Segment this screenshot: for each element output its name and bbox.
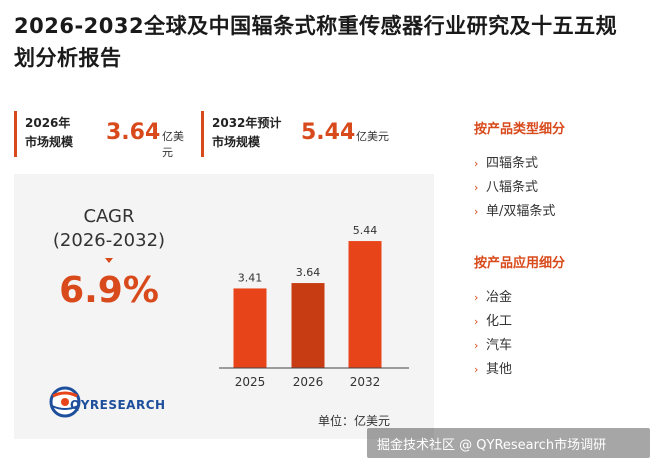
globe-icon bbox=[49, 386, 81, 418]
stat-unit: 亿美元 bbox=[162, 130, 184, 159]
chevron-right-icon: › bbox=[474, 315, 479, 328]
list-item-label: 八辐条式 bbox=[486, 180, 539, 195]
list-item: › 八辐条式 bbox=[474, 178, 555, 202]
stat-label-line2: 市场规模 bbox=[212, 135, 261, 149]
list-item-label: 四辐条式 bbox=[486, 156, 539, 171]
chevron-right-icon: › bbox=[474, 181, 479, 194]
cagr-label-line2: (2026-2032) bbox=[52, 230, 166, 251]
list-item: › 单/双辐条式 bbox=[474, 202, 555, 226]
data-label-2032: 5.44 bbox=[353, 224, 378, 237]
logo-text: QYRESEARCH bbox=[70, 398, 166, 412]
bar-2025 bbox=[233, 288, 267, 368]
chevron-right-icon: › bbox=[474, 339, 479, 352]
x-tick-label-2032: 2032 bbox=[350, 375, 381, 389]
chevron-right-icon: › bbox=[474, 291, 479, 304]
stat-label-line2: 市场规模 bbox=[25, 135, 74, 149]
bar-2026 bbox=[291, 283, 325, 368]
footer-watermark: 掘金技术社区 @ QYResearch市场调研 bbox=[377, 438, 607, 453]
stat-2026-market-size: 2026年 市场规模 3.64 亿美元 bbox=[14, 111, 194, 159]
segment-heading-type: 按产品类型细分 bbox=[474, 122, 566, 137]
stat-label: 2026年 市场规模 bbox=[25, 114, 105, 152]
segment-list-type: › 四辐条式 › 八辐条式 › 单/双辐条式 bbox=[474, 154, 555, 226]
list-item-label: 单/双辐条式 bbox=[486, 204, 556, 219]
data-label-2025: 3.41 bbox=[238, 271, 263, 284]
cagr-label-line1: CAGR bbox=[83, 206, 135, 227]
stat-label-line1: 2032年预计 bbox=[212, 116, 282, 130]
unit-note: 单位：亿美元 bbox=[318, 414, 391, 428]
stat-label-line1: 2026年 bbox=[25, 116, 71, 130]
list-item-label: 其他 bbox=[486, 362, 513, 377]
list-item-label: 冶金 bbox=[486, 290, 513, 305]
page-title: 2026-2032全球及中国辐条式称重传感器行业研究及十五五规划分析报告 bbox=[14, 14, 618, 70]
x-tick-label-2026: 2026 bbox=[293, 375, 324, 389]
cagr-value: 6.9% bbox=[59, 270, 159, 311]
stat-label: 2032年预计 市场规模 bbox=[212, 114, 292, 152]
list-item-label: 汽车 bbox=[486, 338, 513, 353]
list-item: › 汽车 bbox=[474, 336, 512, 360]
stat-value: 3.64 bbox=[106, 120, 161, 145]
cagr-label: CAGR (2026-2032) bbox=[44, 205, 174, 253]
list-item: › 其他 bbox=[474, 360, 512, 384]
footer-watermark-bar bbox=[367, 428, 650, 458]
chevron-right-icon: › bbox=[474, 363, 479, 376]
list-item-label: 化工 bbox=[486, 314, 513, 329]
bar-2032 bbox=[348, 241, 382, 368]
segment-heading-application: 按产品应用细分 bbox=[474, 256, 566, 271]
caret-down-icon bbox=[105, 258, 113, 263]
segment-list-application: › 冶金 › 化工 › 汽车 › 其他 bbox=[474, 288, 512, 384]
market-size-bar-chart: 3.41 3.64 5.44 2025 2026 2032 bbox=[219, 224, 409, 389]
chevron-right-icon: › bbox=[474, 205, 479, 218]
list-item: › 冶金 bbox=[474, 288, 512, 312]
data-label-2026: 3.64 bbox=[296, 266, 321, 279]
stat-2032-market-size: 2032年预计 市场规模 5.44 亿美元 bbox=[201, 111, 401, 157]
stat-value: 5.44 bbox=[301, 120, 356, 145]
list-item: › 化工 bbox=[474, 312, 512, 336]
x-tick-label-2025: 2025 bbox=[235, 375, 266, 389]
list-item: › 四辐条式 bbox=[474, 154, 555, 178]
chevron-right-icon: › bbox=[474, 157, 479, 170]
qyresearch-logo bbox=[49, 386, 81, 418]
stat-unit: 亿美元 bbox=[356, 130, 389, 143]
